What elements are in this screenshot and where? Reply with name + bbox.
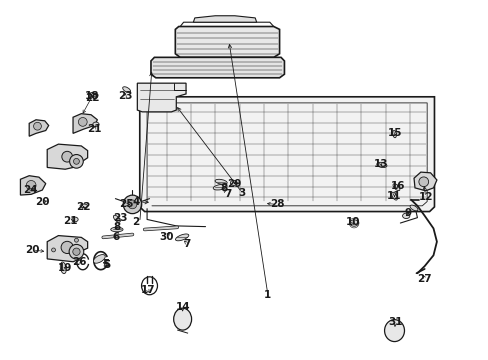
Ellipse shape [123, 195, 142, 213]
Polygon shape [47, 144, 87, 169]
Text: 9: 9 [403, 208, 410, 218]
Polygon shape [73, 114, 97, 134]
Ellipse shape [93, 255, 105, 263]
Text: 25: 25 [119, 199, 134, 210]
Polygon shape [151, 57, 284, 78]
Ellipse shape [384, 320, 404, 342]
Text: 28: 28 [270, 199, 285, 210]
Text: 8: 8 [220, 183, 227, 193]
Ellipse shape [215, 179, 227, 184]
Ellipse shape [122, 87, 130, 93]
Ellipse shape [392, 130, 396, 138]
Text: 5: 5 [103, 260, 111, 270]
Polygon shape [175, 27, 279, 57]
Ellipse shape [74, 238, 78, 242]
Text: 23: 23 [113, 213, 127, 222]
Ellipse shape [409, 205, 417, 211]
Polygon shape [140, 97, 433, 212]
Polygon shape [193, 16, 256, 22]
Text: 20: 20 [35, 197, 49, 207]
Text: 30: 30 [159, 232, 173, 242]
Ellipse shape [73, 248, 80, 255]
Ellipse shape [376, 162, 386, 167]
Text: 13: 13 [373, 159, 387, 169]
Text: 5: 5 [102, 259, 109, 269]
Text: 18: 18 [85, 91, 100, 101]
Ellipse shape [34, 122, 41, 130]
Ellipse shape [173, 308, 191, 330]
Text: 15: 15 [387, 128, 402, 138]
Text: 22: 22 [85, 93, 100, 103]
Ellipse shape [61, 151, 72, 162]
Polygon shape [20, 176, 46, 195]
Ellipse shape [52, 248, 55, 252]
Ellipse shape [26, 180, 36, 190]
Text: 8: 8 [113, 222, 120, 232]
Ellipse shape [90, 93, 97, 97]
Text: 23: 23 [118, 91, 132, 101]
Ellipse shape [213, 184, 226, 190]
Text: 31: 31 [387, 317, 402, 327]
Polygon shape [413, 172, 436, 191]
Text: 11: 11 [386, 191, 401, 201]
Text: 16: 16 [390, 181, 405, 192]
Text: 4: 4 [132, 197, 139, 207]
Polygon shape [29, 120, 49, 136]
Text: 27: 27 [417, 274, 431, 284]
Text: 3: 3 [238, 188, 245, 198]
Text: 21: 21 [63, 216, 77, 226]
Ellipse shape [60, 262, 66, 274]
Text: 6: 6 [113, 232, 120, 242]
Text: 29: 29 [227, 179, 242, 189]
Text: 17: 17 [141, 285, 155, 296]
Ellipse shape [402, 213, 409, 219]
Text: 14: 14 [175, 302, 189, 312]
Ellipse shape [110, 227, 123, 232]
Text: 26: 26 [71, 257, 86, 267]
Text: 20: 20 [25, 245, 40, 255]
Ellipse shape [69, 244, 83, 259]
Text: 24: 24 [23, 185, 38, 195]
Ellipse shape [93, 122, 99, 127]
Ellipse shape [392, 184, 399, 191]
Ellipse shape [78, 117, 87, 126]
Ellipse shape [113, 215, 120, 222]
Ellipse shape [418, 177, 428, 187]
Ellipse shape [128, 200, 137, 209]
Ellipse shape [73, 158, 79, 164]
Text: 2: 2 [132, 217, 139, 227]
Text: 21: 21 [87, 124, 102, 134]
Text: 19: 19 [58, 263, 72, 273]
Ellipse shape [69, 154, 83, 168]
Text: 7: 7 [183, 239, 190, 249]
Ellipse shape [230, 180, 237, 185]
Ellipse shape [175, 234, 188, 241]
Text: 10: 10 [345, 217, 359, 226]
Ellipse shape [72, 217, 78, 222]
Polygon shape [47, 235, 87, 262]
Ellipse shape [349, 220, 358, 226]
Polygon shape [137, 83, 185, 112]
Ellipse shape [391, 192, 397, 200]
Ellipse shape [61, 241, 73, 253]
Text: 1: 1 [264, 290, 271, 300]
Text: 7: 7 [224, 189, 231, 199]
Text: 12: 12 [418, 192, 432, 202]
Ellipse shape [80, 204, 87, 208]
Text: 22: 22 [76, 202, 91, 212]
